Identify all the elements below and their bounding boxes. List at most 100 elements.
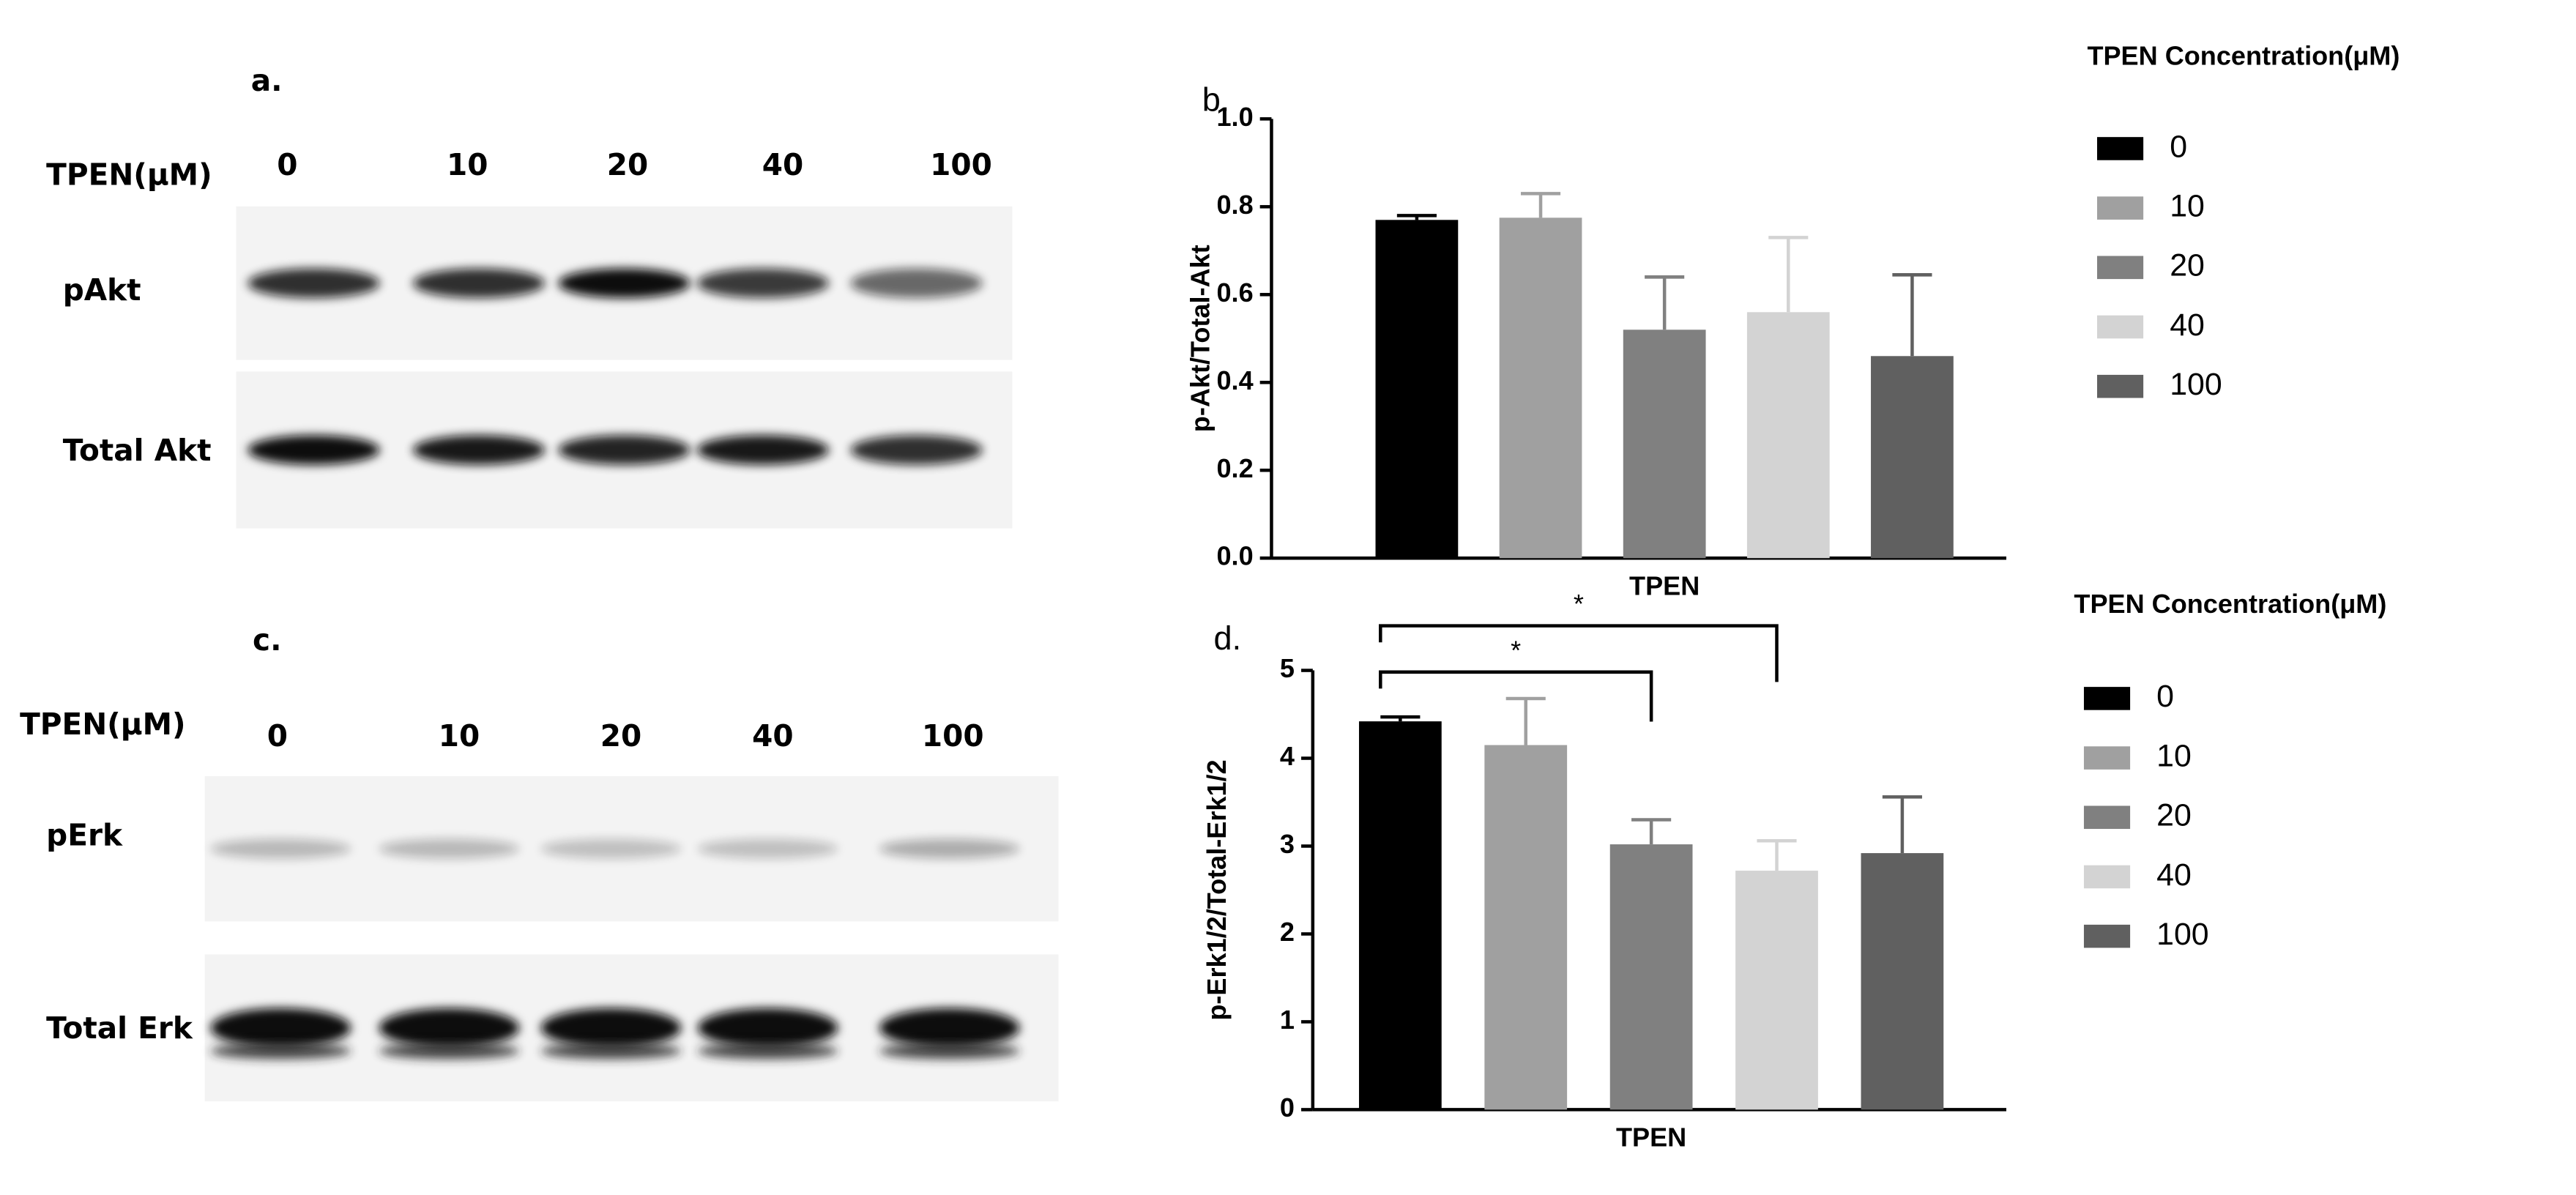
blot-band (558, 268, 690, 299)
lane-label: 20 (607, 147, 648, 182)
legend-label: 0 (2170, 129, 2187, 164)
blot-band (879, 838, 1020, 859)
y-tick-label: 0.6 (1216, 278, 1253, 308)
y-tick-label: 1.0 (1216, 102, 1253, 132)
bar (1358, 721, 1442, 1110)
lane-label: 0 (267, 718, 288, 753)
lane-label: 10 (447, 147, 488, 182)
panel-label: c. (253, 622, 281, 658)
legend-swatch (2096, 137, 2144, 160)
significance-label: * (1511, 635, 1521, 665)
bar (1861, 853, 1944, 1110)
lane-label: 0 (277, 147, 297, 182)
lane-label: 100 (922, 718, 984, 753)
bar (1375, 220, 1459, 559)
blot-band (850, 435, 983, 465)
legend-label: 10 (2170, 188, 2205, 223)
blot-band (850, 268, 983, 299)
blot-band (697, 838, 838, 859)
legend-swatch (2096, 315, 2144, 339)
significance-bracket (1379, 624, 1779, 682)
legend-label: 40 (2156, 857, 2192, 893)
error-bar (1396, 214, 1437, 220)
blot-band (540, 838, 682, 859)
bar (1499, 217, 1582, 559)
unit-label: TPEN(μM) (46, 157, 212, 192)
error-bar (1631, 818, 1672, 845)
lane-label: 10 (439, 718, 480, 753)
error-bar (1520, 192, 1561, 218)
x-axis-label: TPEN (1629, 570, 1700, 600)
blot-band (696, 435, 830, 465)
blot-band (210, 1008, 351, 1048)
legend-label: 100 (2170, 367, 2222, 402)
error-bar (1505, 696, 1546, 745)
blot-band (210, 838, 351, 859)
y-tick-label: 2 (1280, 917, 1295, 947)
y-tick-label: 0.8 (1216, 190, 1253, 220)
bar (1746, 312, 1830, 559)
row-label: pErk (46, 817, 123, 852)
blot-band (540, 1008, 682, 1048)
blot-band (879, 1008, 1020, 1048)
legend-swatch (2083, 924, 2131, 948)
error-bar (1892, 273, 1932, 357)
legend-label: 0 (2156, 679, 2174, 714)
panel-label: d. (1214, 619, 1242, 657)
legend-swatch (2083, 687, 2131, 710)
blot-band (697, 1043, 838, 1060)
y-tick-label: 0 (1280, 1092, 1295, 1123)
lane-label: 100 (930, 147, 992, 182)
blot-band (558, 435, 690, 465)
blot-band (210, 1043, 351, 1060)
y-tick-label: 4 (1280, 741, 1295, 771)
legend-swatch (2096, 196, 2144, 220)
legend-label: 20 (2156, 798, 2192, 833)
blot-band (247, 435, 380, 465)
panel-label: a. (251, 63, 283, 98)
error-bar (1645, 275, 1685, 330)
blot-band (379, 1043, 520, 1060)
bar (1623, 330, 1706, 559)
lane-label: 20 (600, 718, 641, 753)
blot-band (697, 1008, 838, 1048)
y-tick-label: 1 (1280, 1005, 1295, 1035)
error-bar (1882, 795, 1922, 854)
blot-band (412, 435, 546, 465)
error-bar (1757, 839, 1797, 871)
bar (1484, 745, 1568, 1110)
significance-label: * (1574, 589, 1584, 619)
blot-band (696, 268, 830, 299)
row-label: Total Akt (63, 433, 212, 468)
lane-label: 40 (762, 147, 803, 182)
blot-band (247, 268, 380, 299)
lane-label: 40 (752, 718, 793, 753)
blot-band (379, 838, 520, 859)
blot-band (412, 268, 546, 299)
legend-swatch (2083, 746, 2131, 770)
y-tick-label: 5 (1280, 653, 1295, 683)
legend-label: 20 (2170, 248, 2205, 283)
panel-label: b. (1202, 81, 1230, 119)
legend-label: 40 (2170, 308, 2205, 343)
bar (1609, 844, 1693, 1110)
error-bar (1768, 236, 1809, 313)
legend-swatch (2083, 865, 2131, 889)
unit-label: TPEN(μM) (20, 707, 185, 742)
legend-label: 100 (2156, 917, 2208, 952)
error-bar (1380, 715, 1421, 722)
legend-swatch (2096, 256, 2144, 280)
row-label: pAkt (63, 272, 141, 308)
significance-bracket (1379, 670, 1653, 722)
legend-swatch (2083, 805, 2131, 830)
blot-band (379, 1008, 520, 1048)
blot-band (540, 1043, 682, 1060)
y-tick-label: 0.2 (1216, 453, 1253, 483)
bar (1871, 356, 1954, 559)
x-axis-label: TPEN (1616, 1123, 1686, 1153)
y-axis-label: p-Erk1/2/Total-Erk1/2 (1202, 759, 1232, 1020)
legend-label: 10 (2156, 738, 2192, 773)
legend-title: TPEN Concentration(μM) (2087, 40, 2400, 70)
legend-title: TPEN Concentration(μM) (2074, 589, 2386, 619)
